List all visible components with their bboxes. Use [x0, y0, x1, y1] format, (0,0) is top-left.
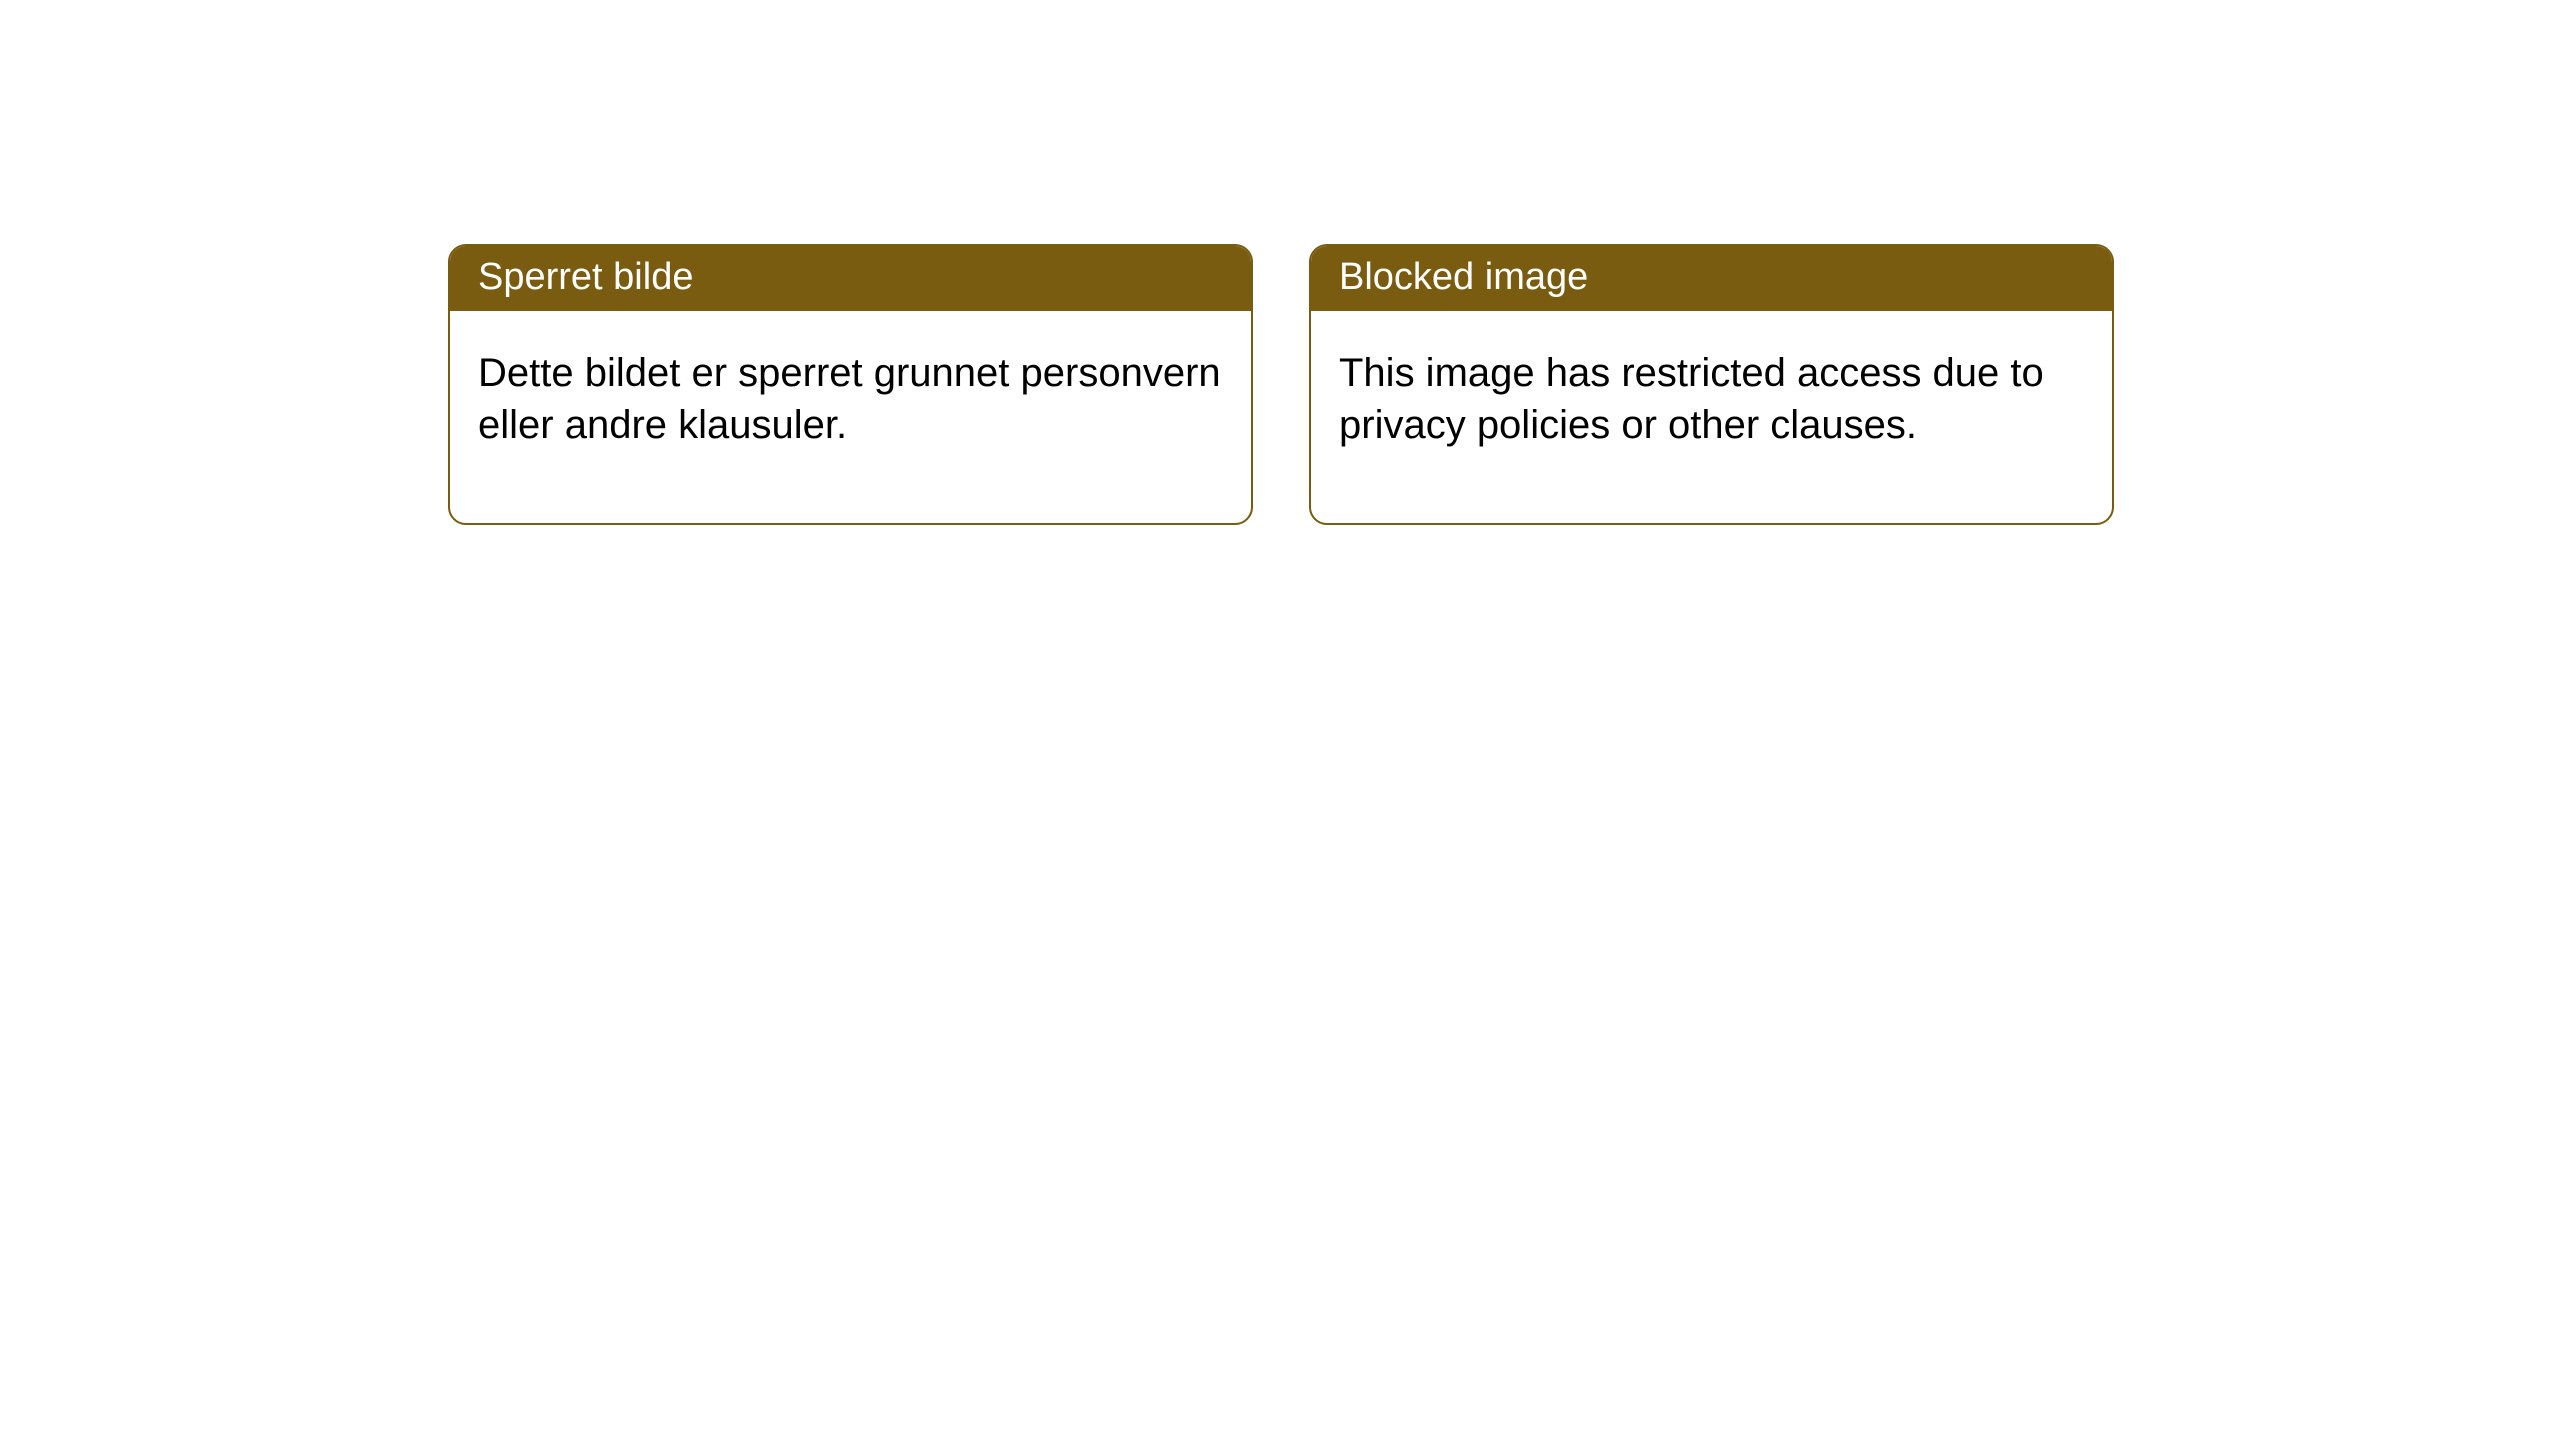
notice-body-norwegian: Dette bildet er sperret grunnet personve…	[450, 311, 1251, 523]
notice-header-english: Blocked image	[1311, 246, 2112, 311]
notice-card-english: Blocked image This image has restricted …	[1309, 244, 2114, 525]
notice-container: Sperret bilde Dette bildet er sperret gr…	[448, 244, 2114, 525]
notice-card-norwegian: Sperret bilde Dette bildet er sperret gr…	[448, 244, 1253, 525]
notice-header-norwegian: Sperret bilde	[450, 246, 1251, 311]
notice-body-english: This image has restricted access due to …	[1311, 311, 2112, 523]
